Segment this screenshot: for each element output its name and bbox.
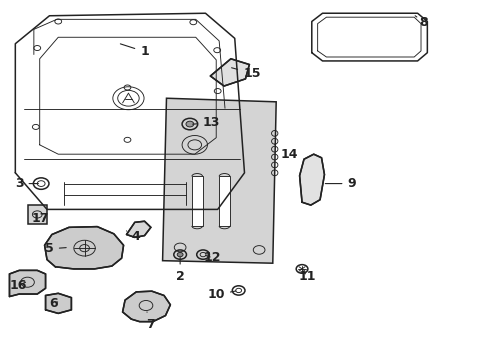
Polygon shape	[9, 270, 45, 297]
Text: 6: 6	[49, 297, 58, 310]
Polygon shape	[299, 154, 324, 205]
Text: 8: 8	[414, 16, 427, 29]
Text: 13: 13	[192, 116, 220, 129]
Polygon shape	[126, 221, 151, 237]
Bar	[191, 176, 202, 226]
Text: 15: 15	[231, 67, 260, 80]
Text: 1: 1	[120, 44, 149, 58]
Circle shape	[185, 121, 193, 127]
Text: 17: 17	[32, 212, 49, 225]
Text: 3: 3	[15, 177, 39, 190]
Polygon shape	[45, 293, 71, 314]
Polygon shape	[162, 98, 276, 263]
Bar	[27, 205, 47, 224]
Text: 11: 11	[298, 270, 315, 283]
Polygon shape	[122, 291, 170, 321]
Polygon shape	[210, 59, 249, 86]
Text: 5: 5	[45, 242, 66, 255]
Text: 9: 9	[325, 177, 355, 190]
Text: 16: 16	[9, 279, 26, 292]
Text: 10: 10	[207, 288, 235, 301]
Text: 4: 4	[126, 230, 141, 243]
Text: 14: 14	[274, 144, 298, 161]
Bar	[219, 176, 229, 226]
Circle shape	[177, 252, 183, 257]
Text: 2: 2	[175, 257, 184, 283]
Text: 12: 12	[203, 251, 221, 264]
Text: 7: 7	[146, 312, 155, 331]
Polygon shape	[44, 226, 123, 269]
